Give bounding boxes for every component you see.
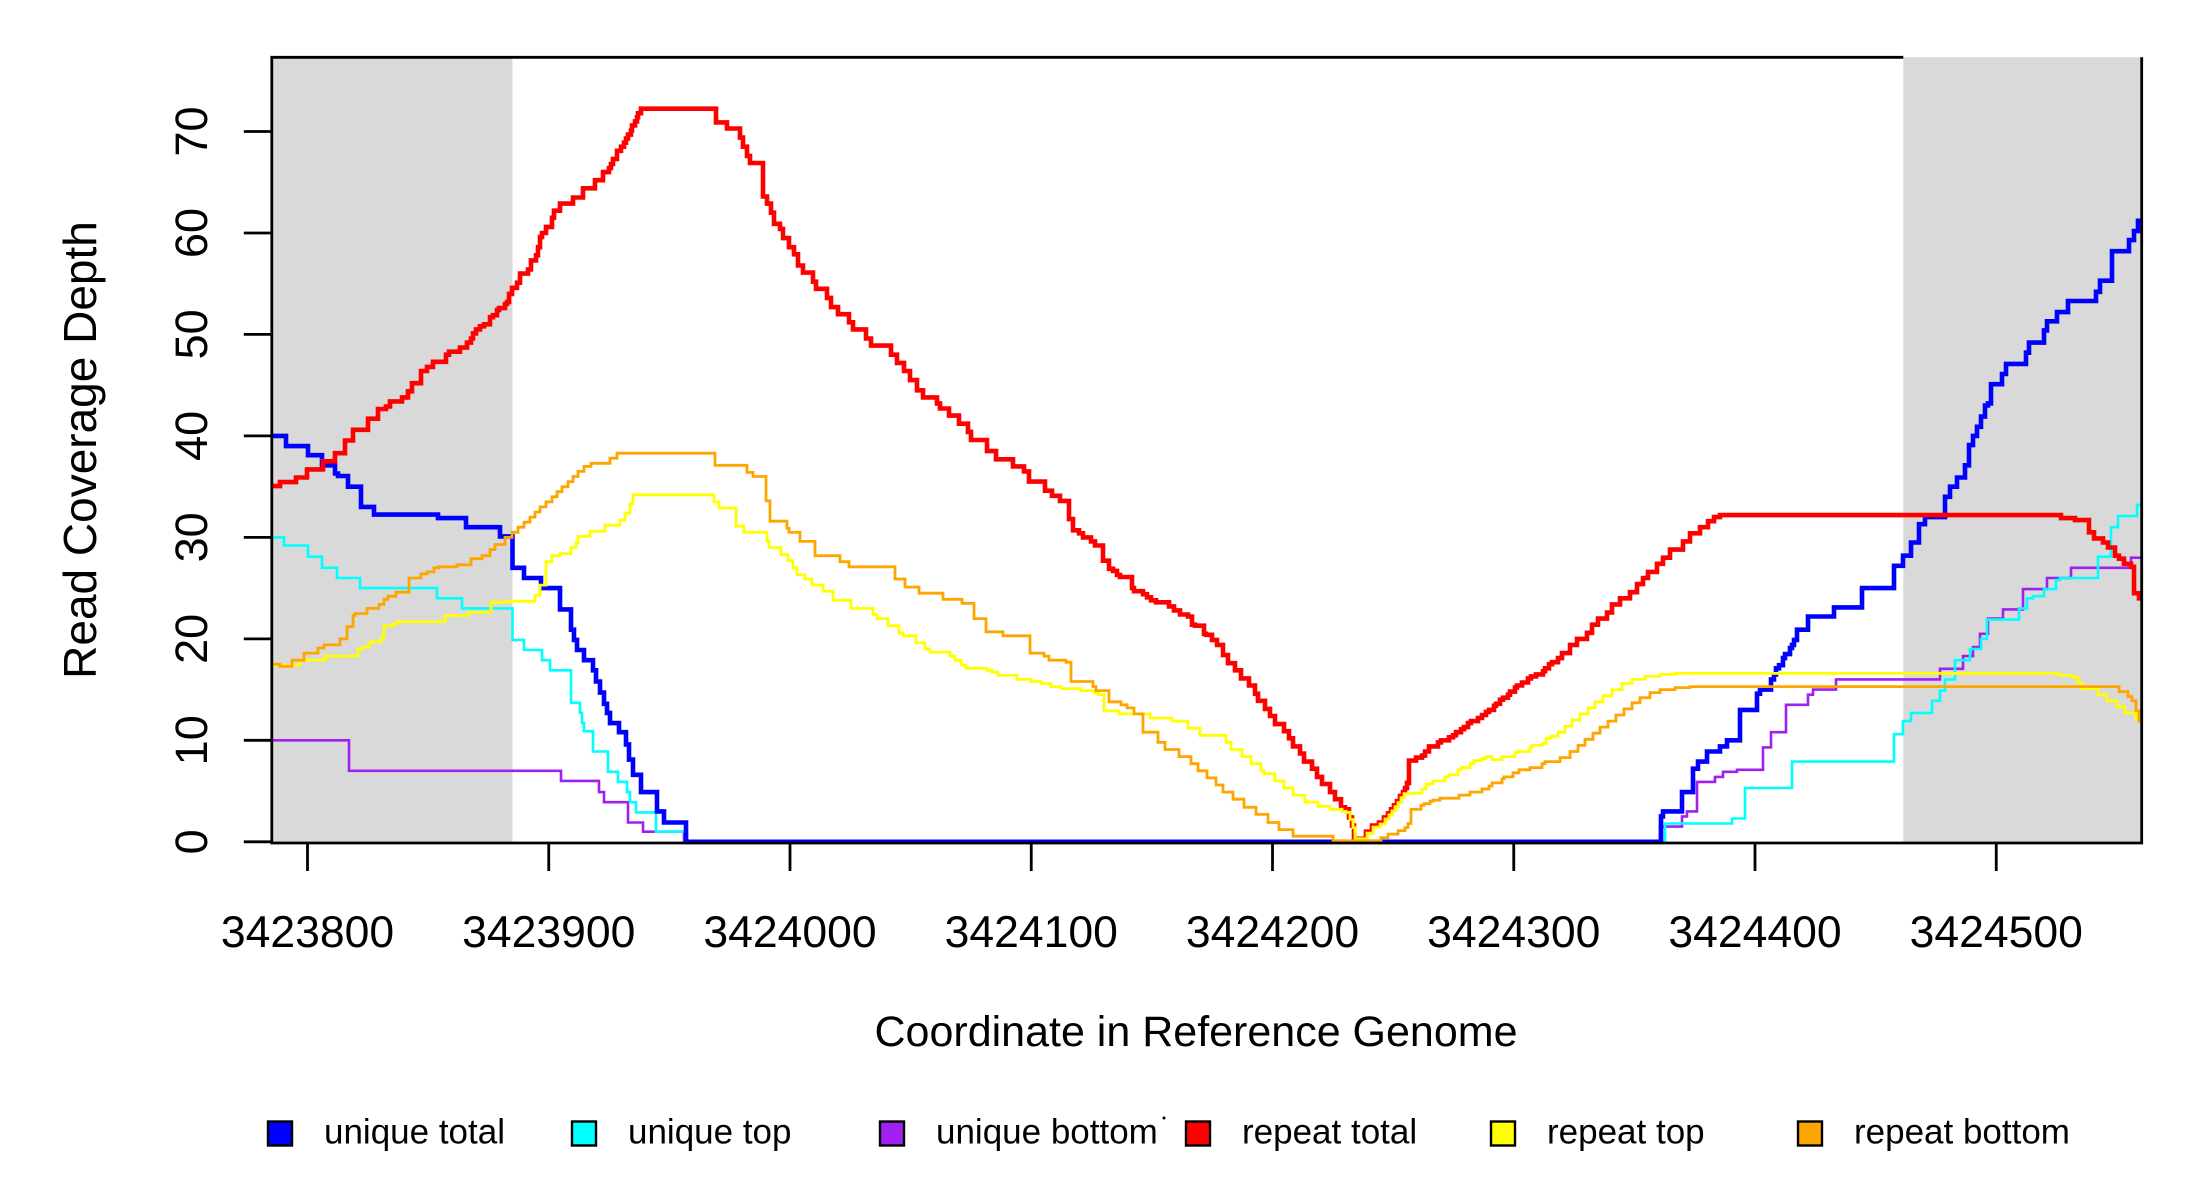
svg-text:3423800: 3423800: [221, 908, 394, 957]
svg-text:unique top: unique top: [628, 1113, 791, 1152]
svg-text:40: 40: [166, 411, 217, 461]
svg-text:3424500: 3424500: [1910, 908, 2083, 957]
svg-text:3424400: 3424400: [1668, 908, 1841, 957]
svg-text:unique bottom: unique bottom: [936, 1113, 1158, 1152]
svg-text:50: 50: [166, 309, 217, 359]
svg-text:20: 20: [166, 614, 217, 664]
svg-text:repeat top: repeat top: [1547, 1113, 1705, 1152]
svg-text:unique total: unique total: [324, 1113, 505, 1152]
svg-text:3424300: 3424300: [1427, 908, 1600, 957]
svg-text:30: 30: [166, 512, 217, 562]
svg-text:3424000: 3424000: [703, 908, 876, 957]
svg-text:Read Coverage Depth: Read Coverage Depth: [54, 221, 106, 679]
svg-text:Coordinate in Reference Genome: Coordinate in Reference Genome: [875, 1008, 1518, 1056]
svg-text:3424100: 3424100: [945, 908, 1118, 957]
svg-text:0: 0: [166, 829, 217, 854]
svg-text:3424200: 3424200: [1186, 908, 1359, 957]
svg-text:10: 10: [166, 715, 217, 765]
svg-text:60: 60: [166, 208, 217, 258]
svg-text:repeat bottom: repeat bottom: [1854, 1113, 2070, 1152]
svg-text:repeat total: repeat total: [1242, 1113, 1417, 1152]
svg-text:3423900: 3423900: [462, 908, 635, 957]
svg-text:70: 70: [166, 106, 217, 156]
